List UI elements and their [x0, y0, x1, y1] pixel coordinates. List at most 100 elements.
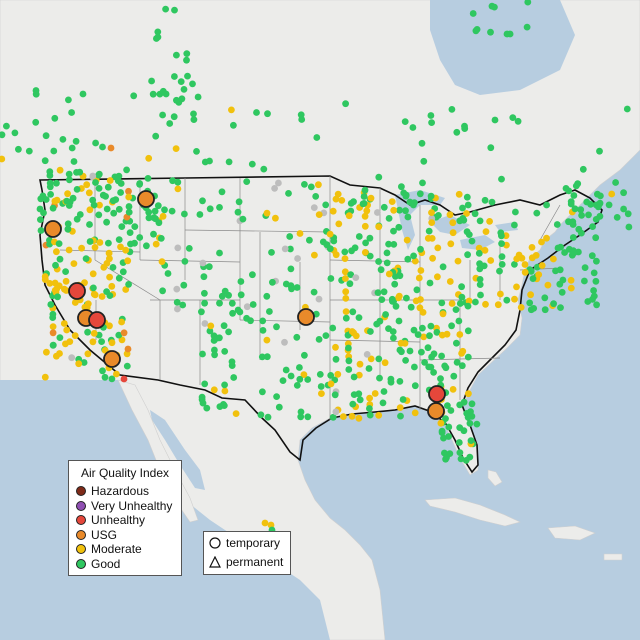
station-dot — [63, 197, 71, 205]
station-dot — [345, 344, 352, 352]
station-dot — [514, 117, 522, 125]
station-dot — [472, 298, 479, 306]
station-dot — [341, 255, 349, 262]
station-dot — [56, 166, 64, 174]
station-dot — [345, 357, 353, 365]
station-dot — [171, 73, 178, 80]
station-dot — [448, 106, 456, 113]
station-dot — [145, 154, 153, 162]
station-dot — [47, 301, 55, 308]
station-dot — [301, 351, 308, 359]
station-dot — [294, 255, 301, 262]
station-dot — [559, 276, 567, 284]
station-dot — [464, 251, 471, 259]
station-dot — [473, 420, 481, 428]
station-dot — [15, 145, 22, 153]
station-dot — [562, 185, 570, 192]
station-dot — [345, 366, 353, 373]
station-dot — [157, 235, 165, 242]
station-dot — [395, 317, 403, 325]
station-dot — [228, 106, 235, 114]
station-dot — [449, 386, 457, 393]
station-dot — [11, 129, 19, 137]
station-dot — [403, 294, 410, 302]
station-dot — [162, 5, 170, 13]
station-dot — [361, 222, 369, 230]
station-dot — [257, 411, 265, 419]
station-dot — [198, 308, 205, 316]
station-dot — [115, 205, 123, 213]
station-dot — [315, 295, 323, 303]
station-dot — [243, 303, 251, 311]
station-dot — [427, 112, 435, 119]
station-dot — [498, 240, 505, 248]
station-dot — [612, 179, 619, 186]
station-dot — [315, 181, 322, 189]
station-dot — [380, 288, 388, 296]
station-dot — [123, 362, 131, 370]
station-dot — [159, 87, 167, 95]
station-dot — [411, 257, 419, 265]
station-dot — [596, 200, 603, 208]
station-dot — [304, 413, 312, 421]
station-dot — [366, 394, 373, 402]
station-dot — [297, 408, 305, 416]
station-dot — [541, 306, 549, 314]
station-dot — [352, 274, 360, 281]
station-dot — [481, 246, 489, 254]
station-dot — [375, 173, 383, 181]
station-dot — [404, 213, 412, 221]
station-dot — [105, 249, 113, 257]
station-dot — [225, 158, 233, 166]
station-dot — [174, 178, 182, 186]
station-dot — [390, 227, 397, 235]
station-dot — [571, 205, 579, 213]
station-dot — [402, 357, 409, 364]
station-dot — [487, 144, 495, 152]
station-dot — [107, 144, 115, 152]
station-dot — [59, 136, 67, 143]
station-dot — [596, 147, 603, 155]
station-dot — [527, 291, 534, 299]
station-dot — [80, 359, 88, 366]
station-dot — [173, 96, 180, 104]
station-dot — [327, 275, 335, 282]
station-dot — [301, 181, 308, 188]
station-dot — [446, 278, 454, 285]
station-dot — [86, 206, 94, 214]
station-dot — [62, 277, 70, 285]
station-dot — [180, 86, 188, 93]
station-dot — [411, 363, 418, 371]
station-dot — [377, 266, 385, 274]
station-dot — [122, 286, 130, 293]
station-dot — [68, 109, 75, 116]
station-dot — [348, 328, 356, 335]
station-dot — [592, 277, 600, 285]
legend-item-usg: USG — [69, 528, 181, 543]
station-dot — [89, 270, 97, 278]
circle-icon — [209, 536, 221, 549]
station-dot — [374, 289, 382, 296]
station-dot — [55, 240, 63, 248]
station-dot — [419, 324, 426, 332]
station-dot — [437, 375, 444, 383]
station-dot — [82, 255, 90, 262]
station-dot — [378, 296, 386, 303]
station-dot — [341, 268, 349, 276]
station-dot — [367, 194, 375, 202]
station-dot — [420, 157, 428, 165]
station-dot — [350, 373, 358, 381]
station-marker — [68, 282, 86, 300]
station-dot — [90, 290, 98, 298]
station-dot — [379, 399, 387, 407]
station-dot — [98, 293, 106, 300]
state-boundary-line — [184, 229, 331, 233]
station-dot — [398, 183, 405, 191]
station-dot — [70, 260, 78, 267]
station-dot — [426, 332, 433, 340]
station-dot — [279, 377, 287, 384]
station-dot — [293, 382, 301, 389]
station-dot — [56, 255, 64, 263]
station-dot — [374, 209, 381, 216]
station-dot — [427, 322, 435, 330]
